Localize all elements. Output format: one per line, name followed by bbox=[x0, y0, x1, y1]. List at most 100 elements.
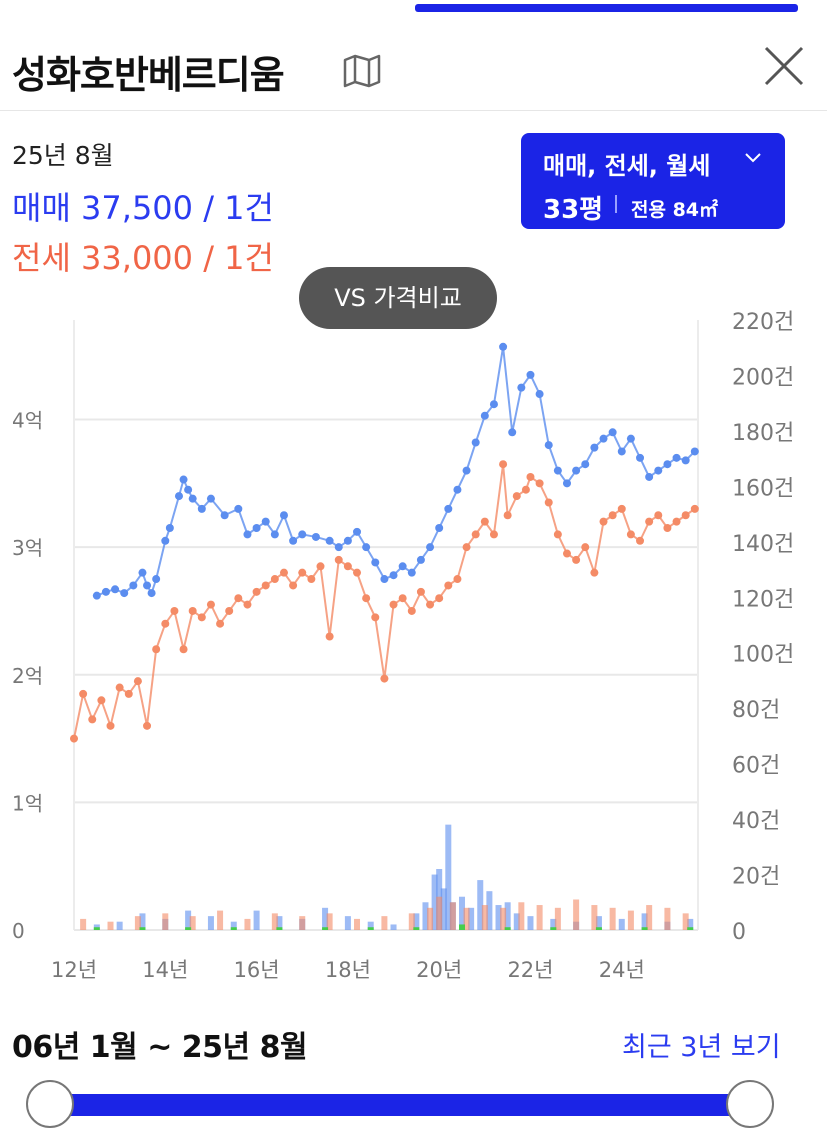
jeonse-price-point bbox=[243, 600, 252, 609]
jeonse-price-point bbox=[636, 536, 645, 545]
volume-bar bbox=[413, 913, 420, 930]
trade-price-point bbox=[353, 527, 362, 536]
volume-bar bbox=[481, 905, 488, 930]
jeonse-price-point bbox=[544, 498, 553, 507]
x-tick-label: 14년 bbox=[142, 958, 188, 982]
trade-price-point bbox=[499, 342, 508, 351]
volume-bar bbox=[459, 924, 466, 930]
volume-bar bbox=[536, 905, 543, 930]
volume-bar bbox=[550, 918, 557, 930]
jeonse-price-point bbox=[672, 517, 681, 526]
trade-price-point bbox=[389, 571, 398, 580]
header: 성화호반베르디움 bbox=[0, 20, 827, 111]
y-right-tick-label: 40건 bbox=[732, 809, 780, 834]
close-icon[interactable] bbox=[760, 42, 808, 90]
volume-bar bbox=[436, 896, 443, 930]
map-icon[interactable] bbox=[343, 54, 381, 88]
jeonse-price-line bbox=[73, 464, 696, 739]
volume-bar bbox=[445, 824, 452, 930]
trade-price-point bbox=[690, 447, 699, 456]
volume-bar bbox=[646, 905, 653, 930]
page-title: 성화호반베르디움 bbox=[12, 53, 285, 97]
jeonse-price-point bbox=[133, 677, 142, 686]
trade-price-point bbox=[617, 447, 626, 456]
jeonse-price-point bbox=[106, 721, 115, 730]
jeonse-price-point bbox=[188, 606, 197, 615]
volume-bar bbox=[609, 907, 616, 930]
volume-bar bbox=[618, 918, 625, 930]
chevron-down-icon bbox=[745, 153, 761, 163]
volume-bar bbox=[422, 902, 429, 930]
volume-bar bbox=[322, 907, 329, 930]
volume-bar bbox=[354, 918, 361, 930]
trade-price-point bbox=[279, 511, 288, 520]
jeonse-price-point bbox=[325, 632, 334, 641]
trade-price-point bbox=[380, 575, 389, 584]
y-right-tick-label: 120건 bbox=[732, 587, 794, 612]
trade-price-point bbox=[553, 466, 562, 475]
x-tick-label: 16년 bbox=[234, 958, 280, 982]
jeonse-price-point bbox=[261, 581, 270, 590]
jeonse-price-point bbox=[380, 674, 389, 683]
jeonse-price-point bbox=[289, 581, 298, 590]
trade-price-point bbox=[517, 383, 526, 392]
y-left-tick-label: 0 bbox=[12, 919, 25, 943]
trade-price-point bbox=[416, 555, 425, 564]
trade-price-point bbox=[179, 475, 188, 484]
trade-price-point bbox=[544, 441, 553, 450]
volume-bar bbox=[344, 916, 351, 930]
y-right-tick-label: 200건 bbox=[732, 365, 794, 390]
trade-price-point bbox=[147, 589, 156, 598]
volume-bar bbox=[93, 927, 100, 930]
volume-bar bbox=[413, 927, 420, 930]
jeonse-price-point bbox=[553, 530, 562, 539]
volume-bar bbox=[244, 918, 251, 930]
date-range-slider-track[interactable] bbox=[50, 1094, 750, 1116]
trade-price-point bbox=[581, 460, 590, 469]
jeonse-price-point bbox=[645, 517, 654, 526]
trade-price-point bbox=[243, 530, 252, 539]
jeonse-price-point bbox=[398, 594, 407, 603]
jeonse-price-point bbox=[88, 715, 97, 724]
vs-price-compare-button[interactable]: VS 가격비교 bbox=[299, 267, 497, 329]
trade-price-point bbox=[489, 400, 498, 409]
trade-price-point bbox=[174, 492, 183, 501]
volume-bar bbox=[504, 902, 511, 930]
volume-bar bbox=[367, 921, 374, 930]
volume-bar bbox=[431, 874, 438, 930]
volume-bar bbox=[299, 916, 306, 930]
trade-price-point bbox=[362, 543, 371, 552]
volume-bar bbox=[116, 921, 123, 930]
y-left-tick-label: 1억 bbox=[12, 791, 43, 815]
recent-3-years-link[interactable]: 최근 3년 보기 bbox=[622, 1032, 781, 1063]
volume-bar bbox=[641, 913, 648, 930]
trade-price-point bbox=[152, 575, 161, 584]
trade-type-size-filter[interactable]: 매매, 전세, 월세 33평 전용 84㎡ bbox=[521, 133, 785, 229]
trade-price-summary: 매매 37,500 / 1건 bbox=[12, 189, 274, 227]
volume-bar bbox=[495, 905, 502, 930]
jeonse-price-point bbox=[471, 530, 480, 539]
volume-bar bbox=[449, 902, 456, 930]
trade-price-point bbox=[311, 532, 320, 541]
range-slider-start-handle[interactable] bbox=[26, 1080, 74, 1128]
trade-price-point bbox=[101, 587, 110, 596]
volume-bar bbox=[185, 910, 192, 930]
jeonse-price-point bbox=[197, 613, 206, 622]
trade-price-point bbox=[672, 453, 681, 462]
volume-bar bbox=[217, 910, 224, 930]
y-left-tick-label: 2억 bbox=[12, 664, 43, 688]
range-slider-end-handle[interactable] bbox=[726, 1080, 774, 1128]
trade-price-point bbox=[343, 536, 352, 545]
trade-price-point bbox=[654, 466, 663, 475]
jeonse-price-point bbox=[626, 530, 635, 539]
jeonse-price-point bbox=[279, 568, 288, 577]
jeonse-price-point bbox=[371, 613, 380, 622]
trade-price-point bbox=[608, 428, 617, 437]
jeonse-price-point bbox=[663, 524, 672, 533]
trade-price-point bbox=[234, 504, 243, 513]
volume-bar bbox=[486, 891, 493, 930]
trade-price-point bbox=[562, 479, 571, 488]
volume-bar bbox=[139, 913, 146, 930]
jeonse-price-point bbox=[234, 594, 243, 603]
trade-price-point bbox=[92, 591, 101, 600]
